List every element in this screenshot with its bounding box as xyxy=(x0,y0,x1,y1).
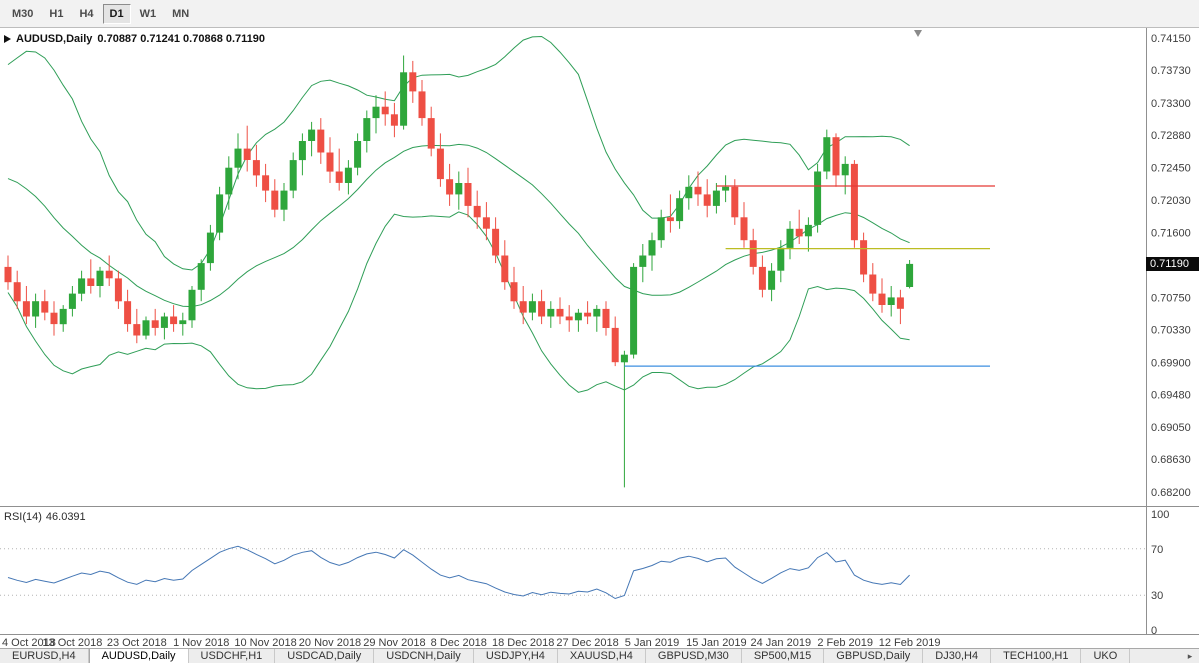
symbol-tab-audusd-daily[interactable]: AUDUSD,Daily xyxy=(88,649,189,663)
price-axis-label: 0.70750 xyxy=(1151,292,1191,304)
symbol-tab-eurusd-h4[interactable]: EURUSD,H4 xyxy=(0,649,89,663)
price-axis-label: 0.69900 xyxy=(1151,357,1191,369)
price-axis-label: 0.68200 xyxy=(1151,487,1191,499)
rsi-panel: 100 70 30 0 xyxy=(0,509,1169,637)
symbol-tab-xauusd-h4[interactable]: XAUUSD,H4 xyxy=(557,649,646,663)
price-axis-label: 0.73300 xyxy=(1151,98,1191,110)
bollinger-middle-band xyxy=(7,143,910,308)
symbol-tab-dj30-h4[interactable]: DJ30,H4 xyxy=(923,649,992,663)
date-axis-label: 4 Oct 2018 xyxy=(2,637,56,648)
timeframe-button-mn[interactable]: MN xyxy=(172,7,190,20)
price-axis-label: 0.69050 xyxy=(1151,422,1191,434)
date-axis-label: 12 Feb 2019 xyxy=(879,637,941,648)
timeframe-toolbar: M30 H1 H4 D1 W1 MN xyxy=(0,0,1199,28)
symbol-tab-gbpusd-daily[interactable]: GBPUSD,Daily xyxy=(824,649,924,663)
symbol-tab-tech100-h1[interactable]: TECH100,H1 xyxy=(991,649,1082,663)
current-price-tag: 0.71190 xyxy=(1146,257,1199,271)
date-axis-label: 5 Jan 2019 xyxy=(625,637,679,648)
date-axis-label: 29 Nov 2018 xyxy=(363,637,425,648)
price-axis-label: 0.72030 xyxy=(1151,195,1191,207)
symbol-tab-usdjpy-h4[interactable]: USDJPY,H4 xyxy=(473,649,558,663)
tab-scroll-right-icon[interactable]: ▸ xyxy=(1187,650,1193,661)
symbol-tab-uko[interactable]: UKO xyxy=(1081,649,1131,663)
date-axis-label: 23 Oct 2018 xyxy=(107,637,167,648)
symbol-tab-bar: EURUSD,H4 AUDUSD,Daily USDCHF,H1 USDCAD,Dai… xyxy=(0,648,1199,663)
date-axis-label: 24 Jan 2019 xyxy=(751,637,812,648)
price-axis-label: 0.71600 xyxy=(1151,228,1191,240)
chart-symbol-label: AUDUSD,Daily xyxy=(16,33,93,45)
chart-canvas[interactable]: 100 70 30 0 0.74150 0.73730 0.73300 0.72880 0.72… xyxy=(0,28,1199,648)
price-axis-label: 0.73730 xyxy=(1151,65,1191,77)
bollinger-lower-band xyxy=(7,211,910,393)
rsi-axis-label: 70 xyxy=(1151,544,1163,556)
axes: 0.74150 0.73730 0.73300 0.72880 0.72450 0.720… xyxy=(0,28,1199,648)
chart-shift-marker-icon xyxy=(914,30,922,37)
timeframe-button-h4[interactable]: H4 xyxy=(79,7,94,20)
price-axis-label: 0.72880 xyxy=(1151,130,1191,142)
date-axis-label: 10 Nov 2018 xyxy=(234,637,296,648)
chart-ohlc-values: 0.70887 0.71241 0.70868 0.71190 xyxy=(97,33,266,45)
rsi-value: 46.0391 xyxy=(45,511,86,523)
bollinger-upper-band xyxy=(7,35,910,271)
rsi-indicator-label: RSI(14) 46.0391 xyxy=(4,511,90,523)
chart-area[interactable]: 100 70 30 0 0.74150 0.73730 0.73300 0.72880 0.72… xyxy=(0,28,1199,648)
timeframe-button-m30[interactable]: M30 xyxy=(12,7,34,20)
rsi-line xyxy=(7,545,910,600)
date-axis-label: 27 Dec 2018 xyxy=(556,637,618,648)
date-axis-label: 1 Nov 2018 xyxy=(173,637,229,648)
rsi-axis-label: 30 xyxy=(1151,590,1163,602)
one-click-trading-icon[interactable] xyxy=(4,35,11,43)
symbol-tab-usdcnh-daily[interactable]: USDCNH,Daily xyxy=(374,649,474,663)
candles-layer xyxy=(4,55,914,488)
symbol-tab-gbpusd-m30[interactable]: GBPUSD,M30 xyxy=(645,649,742,663)
date-axis-label: 13 Oct 2018 xyxy=(42,637,102,648)
date-axis-label: 2 Feb 2019 xyxy=(817,637,873,648)
horizontal-lines[interactable] xyxy=(624,185,995,367)
symbol-tab-sp500-m15[interactable]: SP500,M15 xyxy=(741,649,825,663)
date-axis-label: 15 Jan 2019 xyxy=(686,637,747,648)
date-axis-label: 20 Nov 2018 xyxy=(299,637,361,648)
price-axis-label: 0.69480 xyxy=(1151,389,1191,401)
price-axis-label: 0.74150 xyxy=(1151,33,1191,45)
chart-title: AUDUSD,Daily 0.70887 0.71241 0.70868 0.7… xyxy=(4,33,265,45)
timeframe-button-d1[interactable]: D1 xyxy=(102,3,131,24)
rsi-axis-label: 0 xyxy=(1151,625,1157,637)
symbol-tab-usdcad-daily[interactable]: USDCAD,Daily xyxy=(275,649,375,663)
rsi-name: RSI(14) xyxy=(4,511,42,523)
timeframe-button-h1[interactable]: H1 xyxy=(49,7,64,20)
price-axis-label: 0.70330 xyxy=(1151,325,1191,337)
date-axis-label: 8 Dec 2018 xyxy=(431,637,487,648)
timeframe-button-w1[interactable]: W1 xyxy=(139,7,157,20)
rsi-axis-label: 100 xyxy=(1151,509,1169,521)
price-axis-label: 0.68630 xyxy=(1151,454,1191,466)
symbol-tab-usdchf-h1[interactable]: USDCHF,H1 xyxy=(188,649,276,663)
price-axis-label: 0.72450 xyxy=(1151,163,1191,175)
date-axis-label: 18 Dec 2018 xyxy=(492,637,554,648)
bollinger-bands xyxy=(7,35,910,393)
